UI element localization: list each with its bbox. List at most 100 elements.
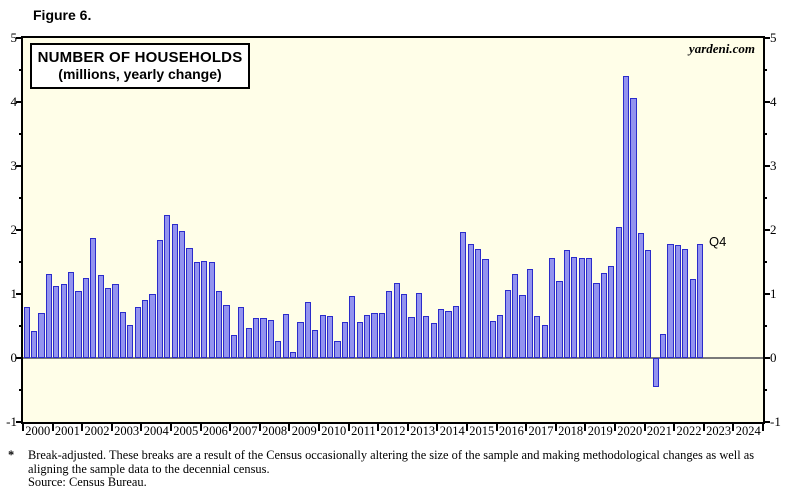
bar-2021-q1 <box>645 250 652 358</box>
bar-2022-q2 <box>682 248 689 358</box>
y-axis-label-left-2: 2 <box>10 222 18 237</box>
footnote: * Break-adjusted. These breaks are a res… <box>8 448 792 490</box>
bar-2017-q2 <box>534 316 541 358</box>
footnote-line1: Break-adjusted. These breaks are a resul… <box>28 448 755 462</box>
x-tick <box>525 422 528 431</box>
x-tick <box>554 422 557 431</box>
x-axis-label-2002: 2002 <box>84 424 110 438</box>
y-tick-left <box>19 197 23 199</box>
y-tick-left <box>19 325 23 327</box>
x-axis-label-2007: 2007 <box>232 424 258 438</box>
y-tick-left <box>16 101 23 103</box>
bar-2001-q1 <box>53 286 60 358</box>
y-axis-label-right-1: 1 <box>770 286 777 301</box>
bar-2019-q3 <box>600 272 608 358</box>
y-axis-label-right-0: 0 <box>770 350 777 365</box>
footnote-text: Break-adjusted. These breaks are a resul… <box>28 448 792 490</box>
x-axis-label-2012: 2012 <box>380 424 406 438</box>
x-axis-label-2011: 2011 <box>351 424 376 438</box>
footnote-marker: * <box>8 448 15 462</box>
bar-2007-q2 <box>238 307 245 358</box>
bar-2016-q3 <box>511 273 519 358</box>
y-axis-label-right-5: 5 <box>770 30 777 45</box>
x-tick <box>614 422 616 431</box>
x-tick <box>377 422 380 431</box>
y-tick-right <box>763 261 767 263</box>
y-tick-right <box>763 101 770 103</box>
bar-2013-q3 <box>423 315 430 358</box>
bar-2003-q2 <box>119 311 127 358</box>
bar-2002-q3 <box>97 274 104 358</box>
bar-2000-q2 <box>30 331 38 358</box>
bar-2012-q2 <box>386 290 393 358</box>
bar-2020-q1 <box>615 226 622 358</box>
bar-2022-q4 <box>696 244 704 358</box>
x-tick <box>199 422 202 431</box>
bar-2016-q4 <box>519 295 526 358</box>
y-axis-label-left-3: 3 <box>10 158 18 173</box>
bar-2015-q3 <box>482 259 489 358</box>
bar-2016-q1 <box>497 315 504 358</box>
bar-2002-q4 <box>104 287 112 358</box>
y-tick-left <box>16 229 23 231</box>
y-tick-left <box>16 165 23 167</box>
bar-2016-q2 <box>504 289 511 358</box>
x-axis-label-2021: 2021 <box>646 424 672 438</box>
bar-2021-q2 <box>652 358 659 388</box>
y-tick-left <box>19 133 23 135</box>
bar-2019-q4 <box>608 265 615 358</box>
x-tick <box>288 422 291 431</box>
bar-2014-q3 <box>452 305 460 358</box>
bar-2008-q1 <box>260 317 267 358</box>
bar-2020-q3 <box>630 98 637 358</box>
y-axis-label-left-1: 1 <box>10 286 18 301</box>
y-tick-right <box>763 229 770 231</box>
bar-2011-q2 <box>356 321 363 358</box>
bar-2015-q2 <box>474 249 482 358</box>
bar-2000-q1 <box>23 306 30 358</box>
x-tick <box>51 422 54 431</box>
bar-2004-q3 <box>156 239 164 358</box>
bar-2011-q1 <box>349 295 356 358</box>
figure-label: Figure 6. <box>33 7 92 23</box>
bar-2009-q2 <box>297 322 304 358</box>
x-axis-label-2005: 2005 <box>173 424 199 438</box>
bar-2000-q4 <box>45 273 53 358</box>
x-tick <box>436 422 439 431</box>
bar-2008-q4 <box>282 313 289 358</box>
bar-2003-q3 <box>127 325 134 358</box>
bar-2020-q4 <box>637 233 645 358</box>
y-tick-left <box>19 261 23 263</box>
y-tick-right <box>763 69 767 71</box>
y-tick-right <box>763 197 767 199</box>
bar-2021-q3 <box>659 333 667 358</box>
bar-2010-q2 <box>326 316 334 358</box>
chart-subtitle: (millions, yearly change) <box>58 66 222 82</box>
watermark-yardeni: yardeni.com <box>688 41 755 56</box>
x-axis-label-2009: 2009 <box>291 424 317 438</box>
bar-2021-q4 <box>667 244 674 358</box>
bar-2010-q3 <box>334 340 341 358</box>
x-axis-label-2014: 2014 <box>439 424 465 438</box>
bar-2013-q1 <box>408 317 415 358</box>
y-axis-label-left-5: 5 <box>10 30 18 45</box>
bar-2018-q1 <box>556 280 563 358</box>
bar-2017-q4 <box>548 257 556 358</box>
x-axis-label-2024: 2024 <box>735 424 761 438</box>
x-tick <box>732 422 735 431</box>
x-axis-label-2013: 2013 <box>410 424 436 438</box>
x-tick <box>110 422 113 431</box>
y-tick-right <box>763 133 767 135</box>
y-axis-label-right-4: 4 <box>770 94 777 109</box>
x-tick <box>318 422 320 431</box>
bar-2005-q4 <box>193 262 201 358</box>
bar-2001-q3 <box>67 271 75 358</box>
x-axis-label-2000: 2000 <box>25 424 51 438</box>
x-tick <box>702 422 705 431</box>
bar-2002-q1 <box>82 278 90 358</box>
x-axis-label-2001: 2001 <box>54 424 80 438</box>
x-axis-label-2006: 2006 <box>202 424 228 438</box>
bar-2001-q2 <box>60 284 67 358</box>
y-axis-label-left-0: 0 <box>10 350 18 365</box>
